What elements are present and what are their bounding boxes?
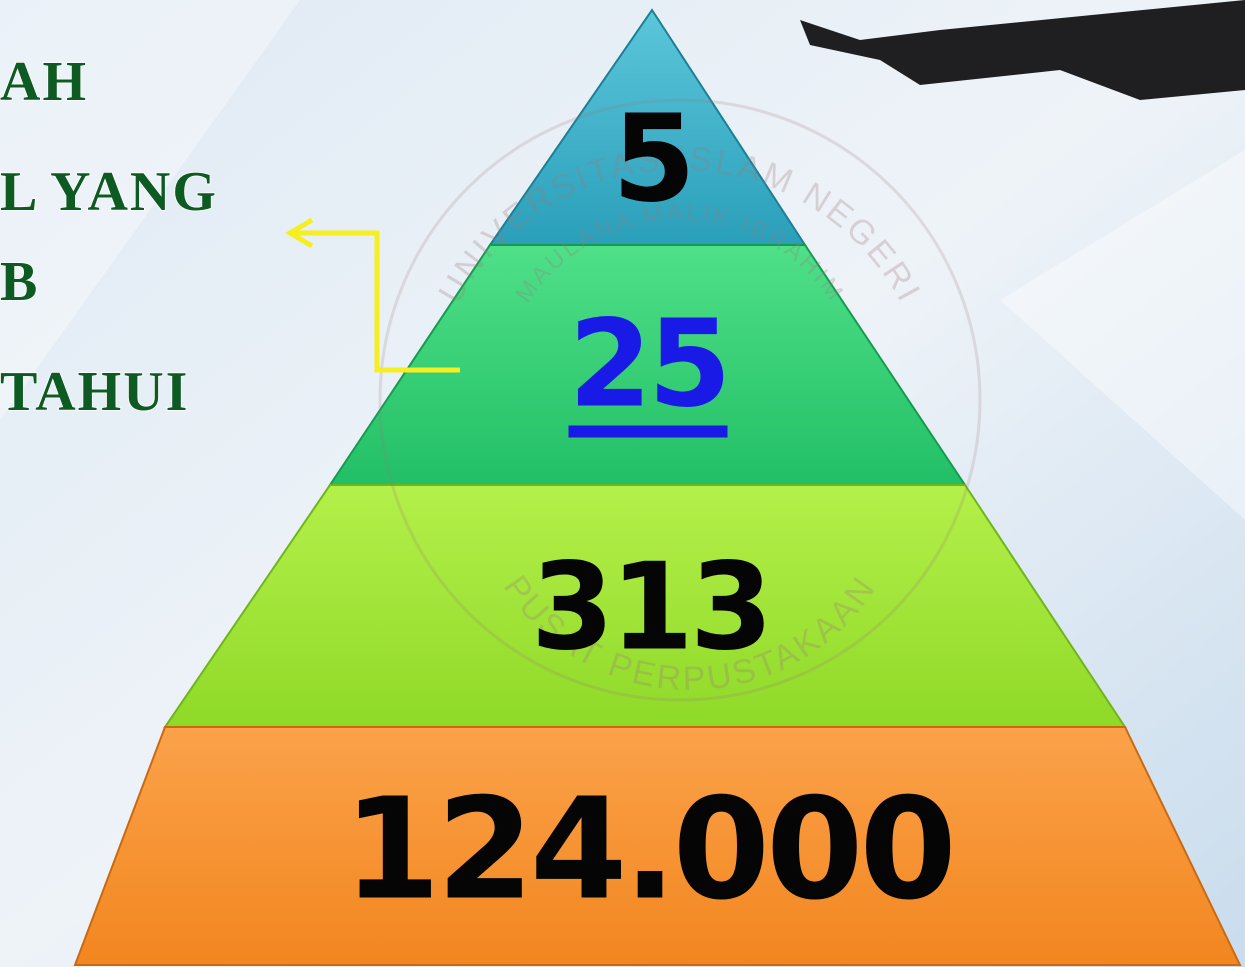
cloud [1000,150,1245,520]
left-text-line: TAHUI [0,361,189,423]
level-label: 313 [531,539,770,678]
left-text-line: B [0,251,39,313]
pyramid [73,8,1242,966]
left-text-line: L YANG [0,161,218,223]
arrow-line [292,230,460,373]
level-label: 124.000 [343,769,953,932]
left-text-line: AH [0,51,88,113]
level-4 [73,726,1242,966]
connector-arrow [285,217,460,373]
watermark-ring [378,98,982,702]
level-label: 5 [612,91,692,230]
light-ray [0,0,300,420]
level-link[interactable]: 25 [569,296,732,435]
eagle [800,0,1245,100]
arrow-head [285,217,314,249]
